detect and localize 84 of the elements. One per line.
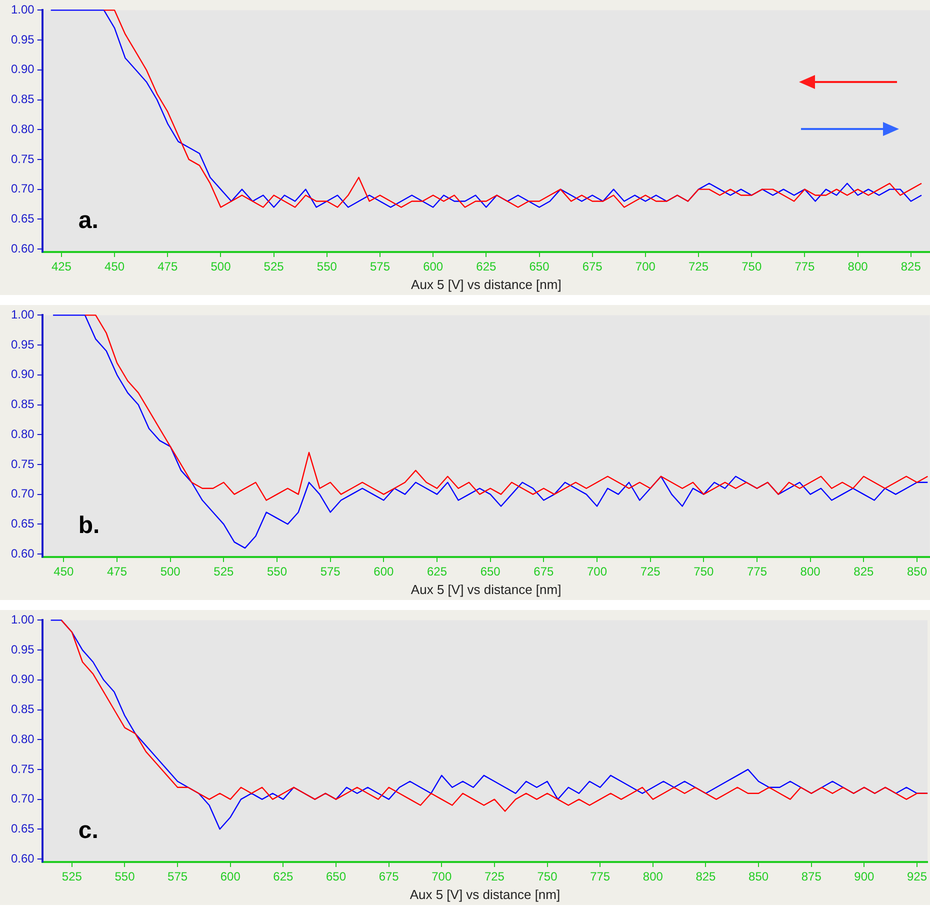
y-tick-label: 0.70 (10, 486, 35, 501)
y-tick-label: 0.75 (10, 762, 35, 776)
y-tick-label: 0.90 (10, 367, 35, 382)
x-tick-label: 825 (696, 870, 716, 884)
x-tick-label: 525 (62, 870, 82, 884)
x-tick-label: 525 (264, 260, 284, 274)
x-tick-label: 775 (746, 564, 768, 579)
y-tick-label: 0.95 (10, 337, 35, 352)
x-tick-label: 725 (484, 870, 505, 884)
y-tick-label: 0.60 (10, 851, 35, 866)
x-axis-title: Aux 5 [V] vs distance [nm] (411, 276, 562, 292)
x-tick-label: 450 (54, 564, 74, 579)
x-tick-label: 600 (220, 870, 241, 884)
x-tick-label: 700 (432, 870, 452, 884)
x-tick-label: 450 (104, 260, 125, 274)
x-tick-label: 625 (476, 260, 497, 274)
y-tick-label: 0.85 (10, 397, 35, 412)
y-tick-label: 0.75 (10, 152, 35, 166)
x-tick-label: 725 (688, 260, 709, 274)
x-tick-label: 625 (426, 564, 448, 579)
y-tick-label: 0.70 (10, 182, 35, 196)
x-tick-label: 475 (107, 564, 128, 579)
x-tick-label: 650 (480, 564, 501, 579)
x-tick-label: 650 (529, 260, 550, 274)
annotation: c. (78, 817, 98, 844)
x-tick-label: 900 (854, 870, 875, 884)
x-tick-label: 725 (640, 564, 661, 579)
x-tick-label: 550 (267, 564, 288, 579)
x-tick-label: 700 (586, 564, 608, 579)
y-tick-label: 1.00 (10, 308, 35, 322)
x-tick-label: 550 (316, 260, 338, 274)
x-tick-label: 675 (534, 564, 554, 579)
x-tick-label: 825 (854, 564, 874, 579)
y-tick-label: 0.95 (10, 642, 35, 656)
y-tick-label: 0.65 (10, 211, 35, 226)
annotation: a. (78, 207, 98, 234)
x-axis-title: Aux 5 [V] vs distance [nm] (410, 582, 562, 597)
y-tick-label: 0.60 (10, 241, 35, 256)
x-tick-label: 550 (114, 870, 136, 884)
x-tick-label: 800 (800, 564, 821, 579)
x-tick-label: 800 (642, 870, 664, 884)
x-tick-label: 575 (370, 260, 390, 274)
x-axis-title: Aux 5 [V] vs distance [nm] (410, 886, 560, 902)
annotation: b. (78, 512, 100, 539)
x-tick-label: 575 (320, 564, 341, 579)
x-tick-label: 625 (273, 870, 294, 884)
y-tick-label: 0.80 (10, 426, 35, 441)
x-tick-label: 425 (51, 260, 72, 274)
x-tick-label: 525 (214, 564, 234, 579)
y-tick-label: 0.70 (10, 792, 35, 806)
x-tick-label: 700 (635, 260, 656, 274)
x-tick-label: 600 (423, 260, 444, 274)
y-tick-label: 1.00 (10, 612, 35, 627)
x-tick-label: 775 (590, 870, 610, 884)
y-tick-label: 0.90 (10, 62, 35, 76)
y-tick-label: 0.85 (10, 92, 35, 106)
x-tick-label: 675 (378, 870, 400, 884)
x-tick-label: 575 (168, 870, 188, 884)
y-tick-label: 0.80 (10, 122, 35, 136)
y-tick-label: 0.90 (10, 672, 35, 686)
y-tick-label: 0.95 (10, 32, 35, 46)
y-tick-label: 0.65 (10, 821, 35, 836)
x-tick-label: 675 (582, 260, 603, 274)
y-tick-label: 0.85 (10, 702, 35, 716)
y-tick-label: 0.60 (10, 546, 35, 560)
x-tick-label: 500 (160, 564, 181, 579)
y-tick-label: 0.65 (10, 516, 35, 530)
x-tick-label: 850 (748, 870, 769, 884)
x-tick-label: 750 (537, 870, 558, 884)
y-tick-label: 0.80 (10, 732, 35, 746)
x-tick-label: 775 (794, 260, 816, 274)
x-tick-label: 750 (742, 260, 762, 274)
x-tick-label: 650 (326, 870, 346, 884)
y-tick-label: 1.00 (10, 2, 35, 17)
x-tick-label: 500 (210, 260, 232, 274)
x-tick-label: 825 (900, 260, 922, 274)
x-tick-label: 475 (158, 260, 178, 274)
x-tick-label: 925 (906, 870, 928, 884)
x-tick-label: 750 (694, 564, 714, 579)
x-tick-label: 600 (374, 564, 394, 579)
x-tick-label: 850 (906, 564, 928, 579)
y-tick-label: 0.75 (10, 456, 35, 471)
x-tick-label: 800 (848, 260, 868, 274)
x-tick-label: 875 (801, 870, 822, 884)
